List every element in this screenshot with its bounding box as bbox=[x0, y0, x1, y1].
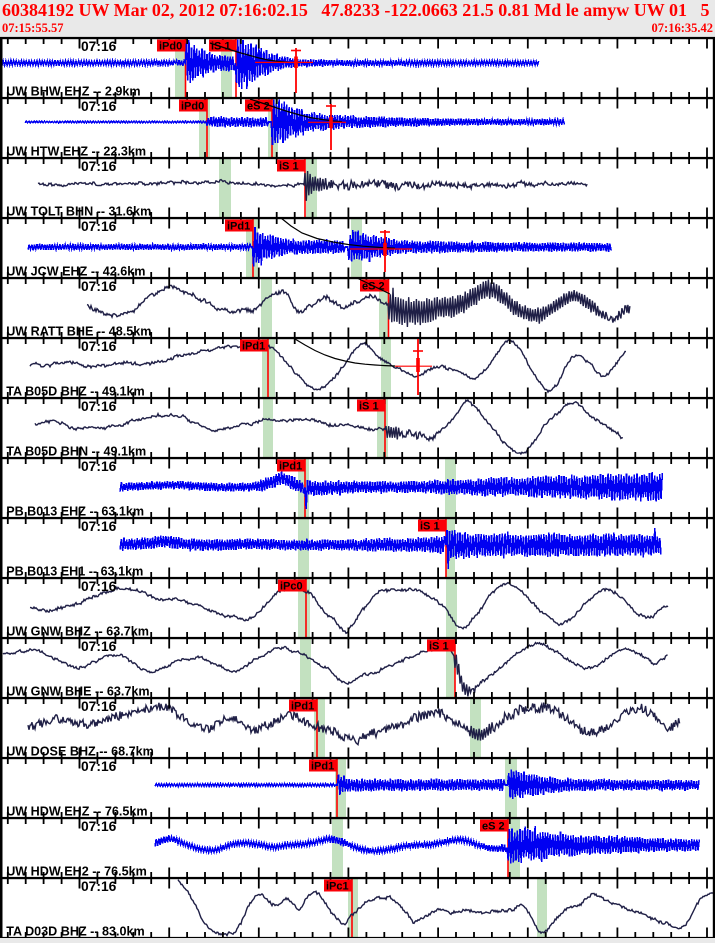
svg-text:iPc1: iPc1 bbox=[326, 881, 349, 893]
svg-text:07:16:35.42: 07:16:35.42 bbox=[652, 21, 713, 35]
svg-text:UW RATT BHE -- 48.5km: UW RATT BHE -- 48.5km bbox=[6, 325, 151, 339]
svg-text:iPd1: iPd1 bbox=[291, 701, 314, 713]
svg-text:UW TOLT BHN -- 31.6km: UW TOLT BHN -- 31.6km bbox=[6, 205, 151, 219]
svg-text:07:16: 07:16 bbox=[81, 219, 117, 234]
svg-text:UW HDW EH2 -- 76.5km: UW HDW EH2 -- 76.5km bbox=[6, 865, 147, 879]
svg-text:UW DOSE BHZ -- 68.7km: UW DOSE BHZ -- 68.7km bbox=[6, 745, 154, 759]
svg-text:UW HTW EHZ -- 22.3km: UW HTW EHZ -- 22.3km bbox=[6, 145, 146, 159]
svg-text:07:15:55.57: 07:15:55.57 bbox=[2, 21, 63, 35]
svg-text:07:16: 07:16 bbox=[81, 279, 117, 294]
svg-text:UW GNW BHE -- 63.7km: UW GNW BHE -- 63.7km bbox=[6, 685, 149, 699]
svg-text:07:16: 07:16 bbox=[81, 639, 117, 654]
svg-text:eS 2: eS 2 bbox=[482, 821, 505, 833]
svg-text:UW JCW EHZ -- 42.6km: UW JCW EHZ -- 42.6km bbox=[6, 265, 145, 279]
svg-text:TA B05D BHZ -- 49.1km: TA B05D BHZ -- 49.1km bbox=[6, 385, 145, 399]
svg-text:60384192 UW Mar 02, 2012 07:16: 60384192 UW Mar 02, 2012 07:16:02.15 47.… bbox=[2, 0, 709, 20]
svg-text:iPc0: iPc0 bbox=[280, 581, 303, 593]
svg-text:07:16: 07:16 bbox=[81, 879, 117, 894]
svg-text:iS 1: iS 1 bbox=[279, 161, 299, 173]
svg-text:07:16: 07:16 bbox=[81, 39, 117, 54]
svg-text:UW BHW EHZ -- 2.9km: UW BHW EHZ -- 2.9km bbox=[6, 85, 140, 99]
svg-text:UW HDW EHZ -- 76.5km: UW HDW EHZ -- 76.5km bbox=[6, 805, 147, 819]
svg-text:PB B013 EHZ -- 63.1km: PB B013 EHZ -- 63.1km bbox=[6, 505, 144, 519]
svg-text:iS 1: iS 1 bbox=[359, 401, 379, 413]
svg-text:iS 1: iS 1 bbox=[420, 521, 440, 533]
svg-text:07:16: 07:16 bbox=[81, 399, 117, 414]
svg-text:TA B05D BHN -- 49.1km: TA B05D BHN -- 49.1km bbox=[6, 445, 146, 459]
svg-text:07:16: 07:16 bbox=[81, 159, 117, 174]
svg-text:07:16: 07:16 bbox=[81, 819, 117, 834]
svg-text:iPd0: iPd0 bbox=[181, 101, 204, 113]
svg-text:07:16: 07:16 bbox=[81, 759, 117, 774]
svg-text:07:16: 07:16 bbox=[81, 99, 117, 114]
svg-text:07:16: 07:16 bbox=[81, 519, 117, 534]
svg-text:iPd0: iPd0 bbox=[159, 41, 182, 53]
svg-text:iS 1: iS 1 bbox=[429, 641, 449, 653]
svg-text:iPd1: iPd1 bbox=[311, 761, 334, 773]
svg-text:iPd1: iPd1 bbox=[227, 221, 250, 233]
svg-text:07:16: 07:16 bbox=[81, 699, 117, 714]
svg-text:UW GNW BHZ -- 63.7km: UW GNW BHZ -- 63.7km bbox=[6, 625, 149, 639]
svg-text:07:16: 07:16 bbox=[81, 339, 117, 354]
svg-text:TA D03D BHZ -- 83.0km: TA D03D BHZ -- 83.0km bbox=[6, 925, 145, 939]
svg-text:PB B013 EH1 -- 63.1km: PB B013 EH1 -- 63.1km bbox=[6, 565, 143, 579]
svg-text:iPd1: iPd1 bbox=[242, 341, 265, 353]
svg-text:07:16: 07:16 bbox=[81, 459, 117, 474]
svg-text:iPd1: iPd1 bbox=[279, 461, 302, 473]
svg-text:07:16: 07:16 bbox=[81, 579, 117, 594]
